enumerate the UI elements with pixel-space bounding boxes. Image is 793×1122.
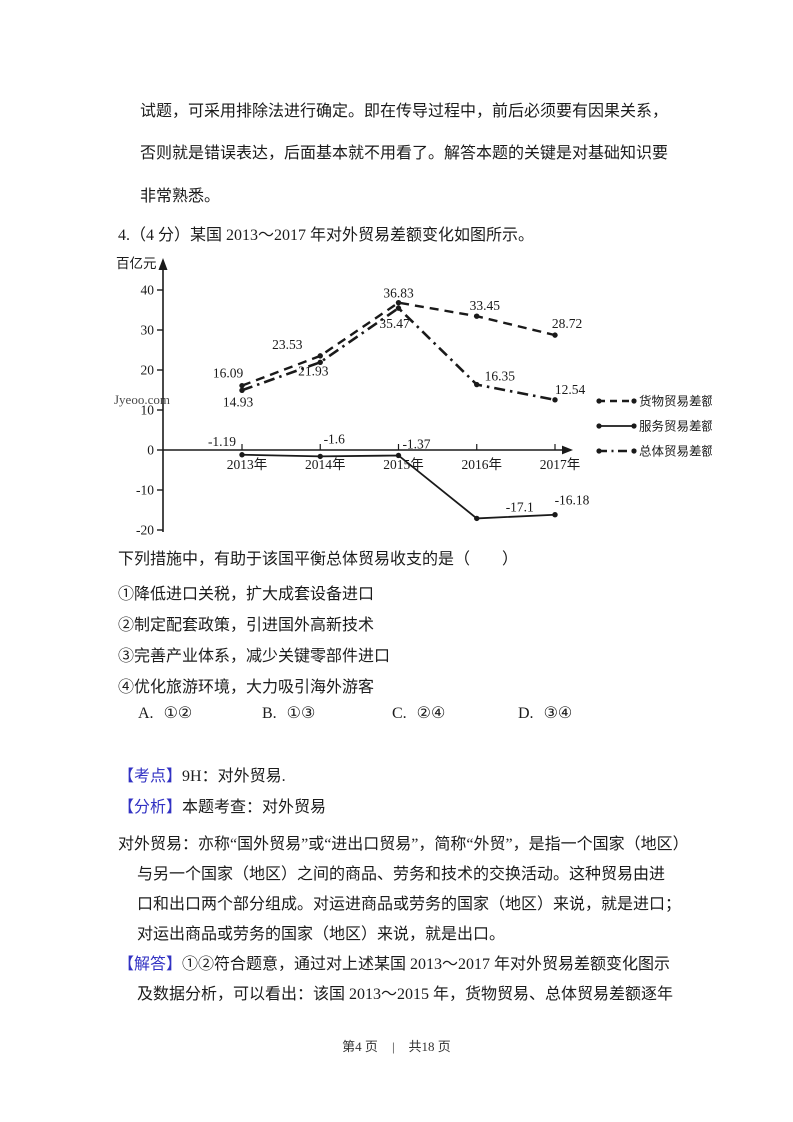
question-item-2: ②制定配套政策，引进国外高新技术 <box>118 617 375 634</box>
analysis-line: 口和出口两个部分组成。对运进商品或劳务的国家（地区）来说，就是进口； <box>137 896 682 913</box>
question-stem: 下列措施中，有助于该国平衡总体贸易收支的是（ ） <box>118 551 519 568</box>
footer-separator: | <box>391 1039 395 1054</box>
svg-text:28.72: 28.72 <box>552 316 582 331</box>
jieda-line: 【解答】①②符合题意，通过对上述某国 2013～2017 年对外贸易差额变化图示 <box>118 954 670 976</box>
intro-paragraph-line: 否则就是错误表达，后面基本就不用看了。解答本题的关键是对基础知识要 <box>140 145 669 162</box>
svg-text:10: 10 <box>141 403 155 418</box>
question-item-3: ③完善产业体系，减少关键零部件进口 <box>118 648 391 665</box>
choice-a-label: A. <box>138 705 154 722</box>
svg-text:2017年: 2017年 <box>540 457 581 472</box>
svg-text:-10: -10 <box>136 483 154 498</box>
footer-total-pages: 共18 页 <box>408 1039 451 1054</box>
choice-d-value: ③④ <box>543 705 573 722</box>
svg-text:-16.18: -16.18 <box>555 493 590 508</box>
svg-text:-20: -20 <box>136 523 154 538</box>
intro-paragraph-line: 非常熟悉。 <box>140 188 221 205</box>
choice-b-label: B. <box>262 705 277 722</box>
svg-text:16.35: 16.35 <box>485 369 516 384</box>
svg-text:21.93: 21.93 <box>298 363 329 378</box>
svg-text:百亿元: 百亿元 <box>116 256 157 271</box>
svg-text:服务贸易差额: 服务贸易差额 <box>639 419 712 434</box>
kaodian-text: 9H：对外贸易. <box>182 768 286 785</box>
question-heading: 4.（4 分）某国 2013～2017 年对外贸易差额变化如图所示。 <box>118 227 535 244</box>
svg-text:30: 30 <box>141 323 155 338</box>
choice-d-label: D. <box>518 705 534 722</box>
intro-paragraph-line: 试题，可采用排除法进行确定。即在传导过程中，前后必须要有因果关系， <box>140 103 669 120</box>
svg-text:-17.1: -17.1 <box>506 499 534 514</box>
svg-text:14.93: 14.93 <box>223 394 254 409</box>
svg-text:35.47: 35.47 <box>379 316 410 331</box>
choice-a: A. ①② <box>138 703 192 723</box>
svg-text:-1.6: -1.6 <box>324 431 346 446</box>
svg-text:33.45: 33.45 <box>470 298 501 313</box>
trade-balance-chart: Jyeoo.com 40 30 20 10 0 -10 -20 百亿元 2013年 2014年 201… <box>114 256 712 538</box>
svg-text:-1.37: -1.37 <box>402 436 430 451</box>
fenxi-text: 本题考查：对外贸易 <box>182 799 327 816</box>
choice-c-value: ②④ <box>416 705 446 722</box>
svg-text:2014年: 2014年 <box>305 457 346 472</box>
analysis-line: 对外贸易：亦称“国外贸易”或“进出口贸易”，简称“外贸”，是指一个国家（地区） <box>118 836 689 853</box>
page-footer: 第4 页 | 共18 页 <box>0 1036 793 1055</box>
svg-text:36.83: 36.83 <box>383 286 414 301</box>
jieda-tag: 【解答】 <box>118 956 183 973</box>
choice-b: B. ①③ <box>262 703 315 723</box>
kaodian-line: 【考点】9H：对外贸易. <box>118 766 286 788</box>
svg-text:12.54: 12.54 <box>555 382 586 397</box>
fenxi-tag: 【分析】 <box>118 799 183 816</box>
question-item-1: ①降低进口关税，扩大成套设备进口 <box>118 586 375 603</box>
svg-text:2016年: 2016年 <box>462 457 503 472</box>
svg-text:2013年: 2013年 <box>227 457 268 472</box>
jieda-line: 及数据分析，可以看出：该国 2013～2015 年，货物贸易、总体贸易差额逐年 <box>137 986 674 1003</box>
svg-text:16.09: 16.09 <box>213 366 244 381</box>
jieda-text: ①②符合题意，通过对上述某国 2013～2017 年对外贸易差额变化图示 <box>182 956 671 973</box>
choice-b-value: ①③ <box>286 705 316 722</box>
question-item-4: ④优化旅游环境，大力吸引海外游客 <box>118 679 375 696</box>
svg-text:23.53: 23.53 <box>272 337 303 352</box>
fenxi-line: 【分析】本题考查：对外贸易 <box>118 797 326 819</box>
svg-text:-1.19: -1.19 <box>208 434 236 449</box>
choice-d: D. ③④ <box>518 703 572 723</box>
choice-c: C. ②④ <box>392 703 445 723</box>
kaodian-tag: 【考点】 <box>118 768 183 785</box>
svg-text:0: 0 <box>147 443 154 458</box>
svg-text:货物贸易差额: 货物贸易差额 <box>639 394 712 409</box>
choice-a-value: ①② <box>163 705 193 722</box>
svg-text:总体贸易差额: 总体贸易差额 <box>639 445 712 459</box>
svg-text:40: 40 <box>141 283 155 298</box>
svg-text:Jyeoo.com: Jyeoo.com <box>114 392 170 407</box>
footer-current-page: 第4 页 <box>342 1039 378 1054</box>
analysis-line: 与另一个国家（地区）之间的商品、劳务和技术的交换活动。这种贸易由进 <box>137 866 666 883</box>
svg-text:20: 20 <box>141 363 155 378</box>
choice-c-label: C. <box>392 705 407 722</box>
analysis-line: 对运出商品或劳务的国家（地区）来说，就是出口。 <box>137 926 506 943</box>
